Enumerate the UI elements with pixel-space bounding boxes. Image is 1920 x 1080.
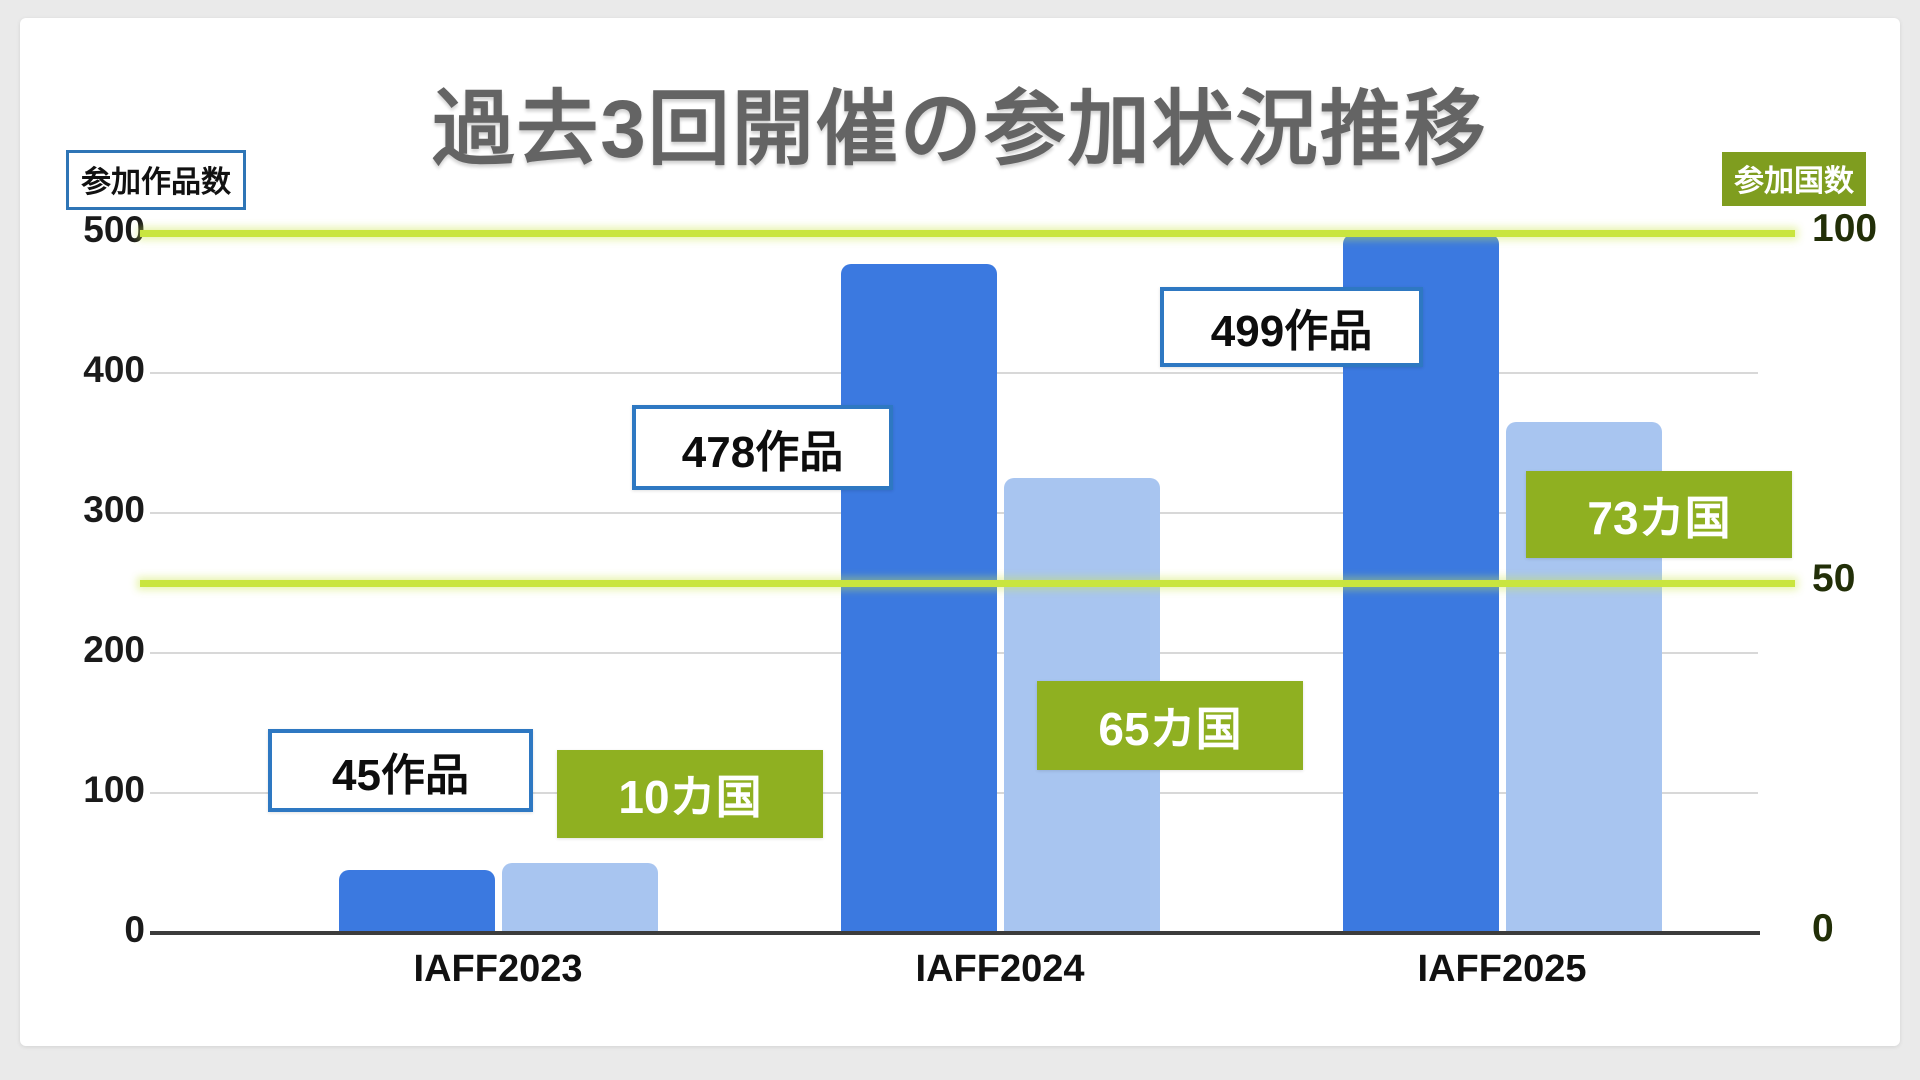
annotation-IAFF2023-countries: 10カ国 — [557, 750, 823, 838]
left-axis-tick-400: 400 — [83, 349, 145, 390]
highlight-line-100 — [140, 230, 1795, 237]
bar-countries-IAFF2023 — [501, 863, 658, 933]
annotation-IAFF2024-countries: 65カ国 — [1037, 681, 1303, 770]
right-axis-tick-50: 50 — [1812, 557, 1856, 600]
left-axis-tick-300: 300 — [83, 489, 145, 530]
annotation-IAFF2025-works: 499作品 — [1160, 287, 1423, 367]
bar-works-IAFF2023 — [338, 870, 495, 933]
left-axis-tick-500: 500 — [83, 209, 145, 250]
x-axis-baseline — [150, 931, 1760, 935]
x-axis-label-IAFF2024: IAFF2024 — [915, 948, 1085, 990]
highlight-line-50 — [140, 580, 1795, 587]
annotation-IAFF2025-countries: 73カ国 — [1526, 471, 1792, 558]
chart-title: 過去3回開催の参加状況推移 — [432, 84, 1488, 175]
left-axis-badge: 参加作品数 — [66, 150, 246, 210]
right-axis-tick-100: 100 — [1812, 207, 1878, 250]
left-axis-tick-100: 100 — [83, 769, 145, 810]
right-axis-tick-0: 0 — [1812, 907, 1834, 950]
annotation-IAFF2024-works: 478作品 — [632, 405, 893, 490]
x-axis-label-IAFF2025: IAFF2025 — [1417, 948, 1587, 990]
bar-works-IAFF2024 — [840, 263, 997, 933]
right-axis-badge: 参加国数 — [1722, 152, 1866, 206]
x-axis-label-IAFF2023: IAFF2023 — [413, 948, 583, 990]
left-axis-tick-0: 0 — [124, 909, 145, 950]
left-axis-tick-200: 200 — [83, 629, 145, 670]
annotation-IAFF2023-works: 45作品 — [268, 729, 533, 812]
